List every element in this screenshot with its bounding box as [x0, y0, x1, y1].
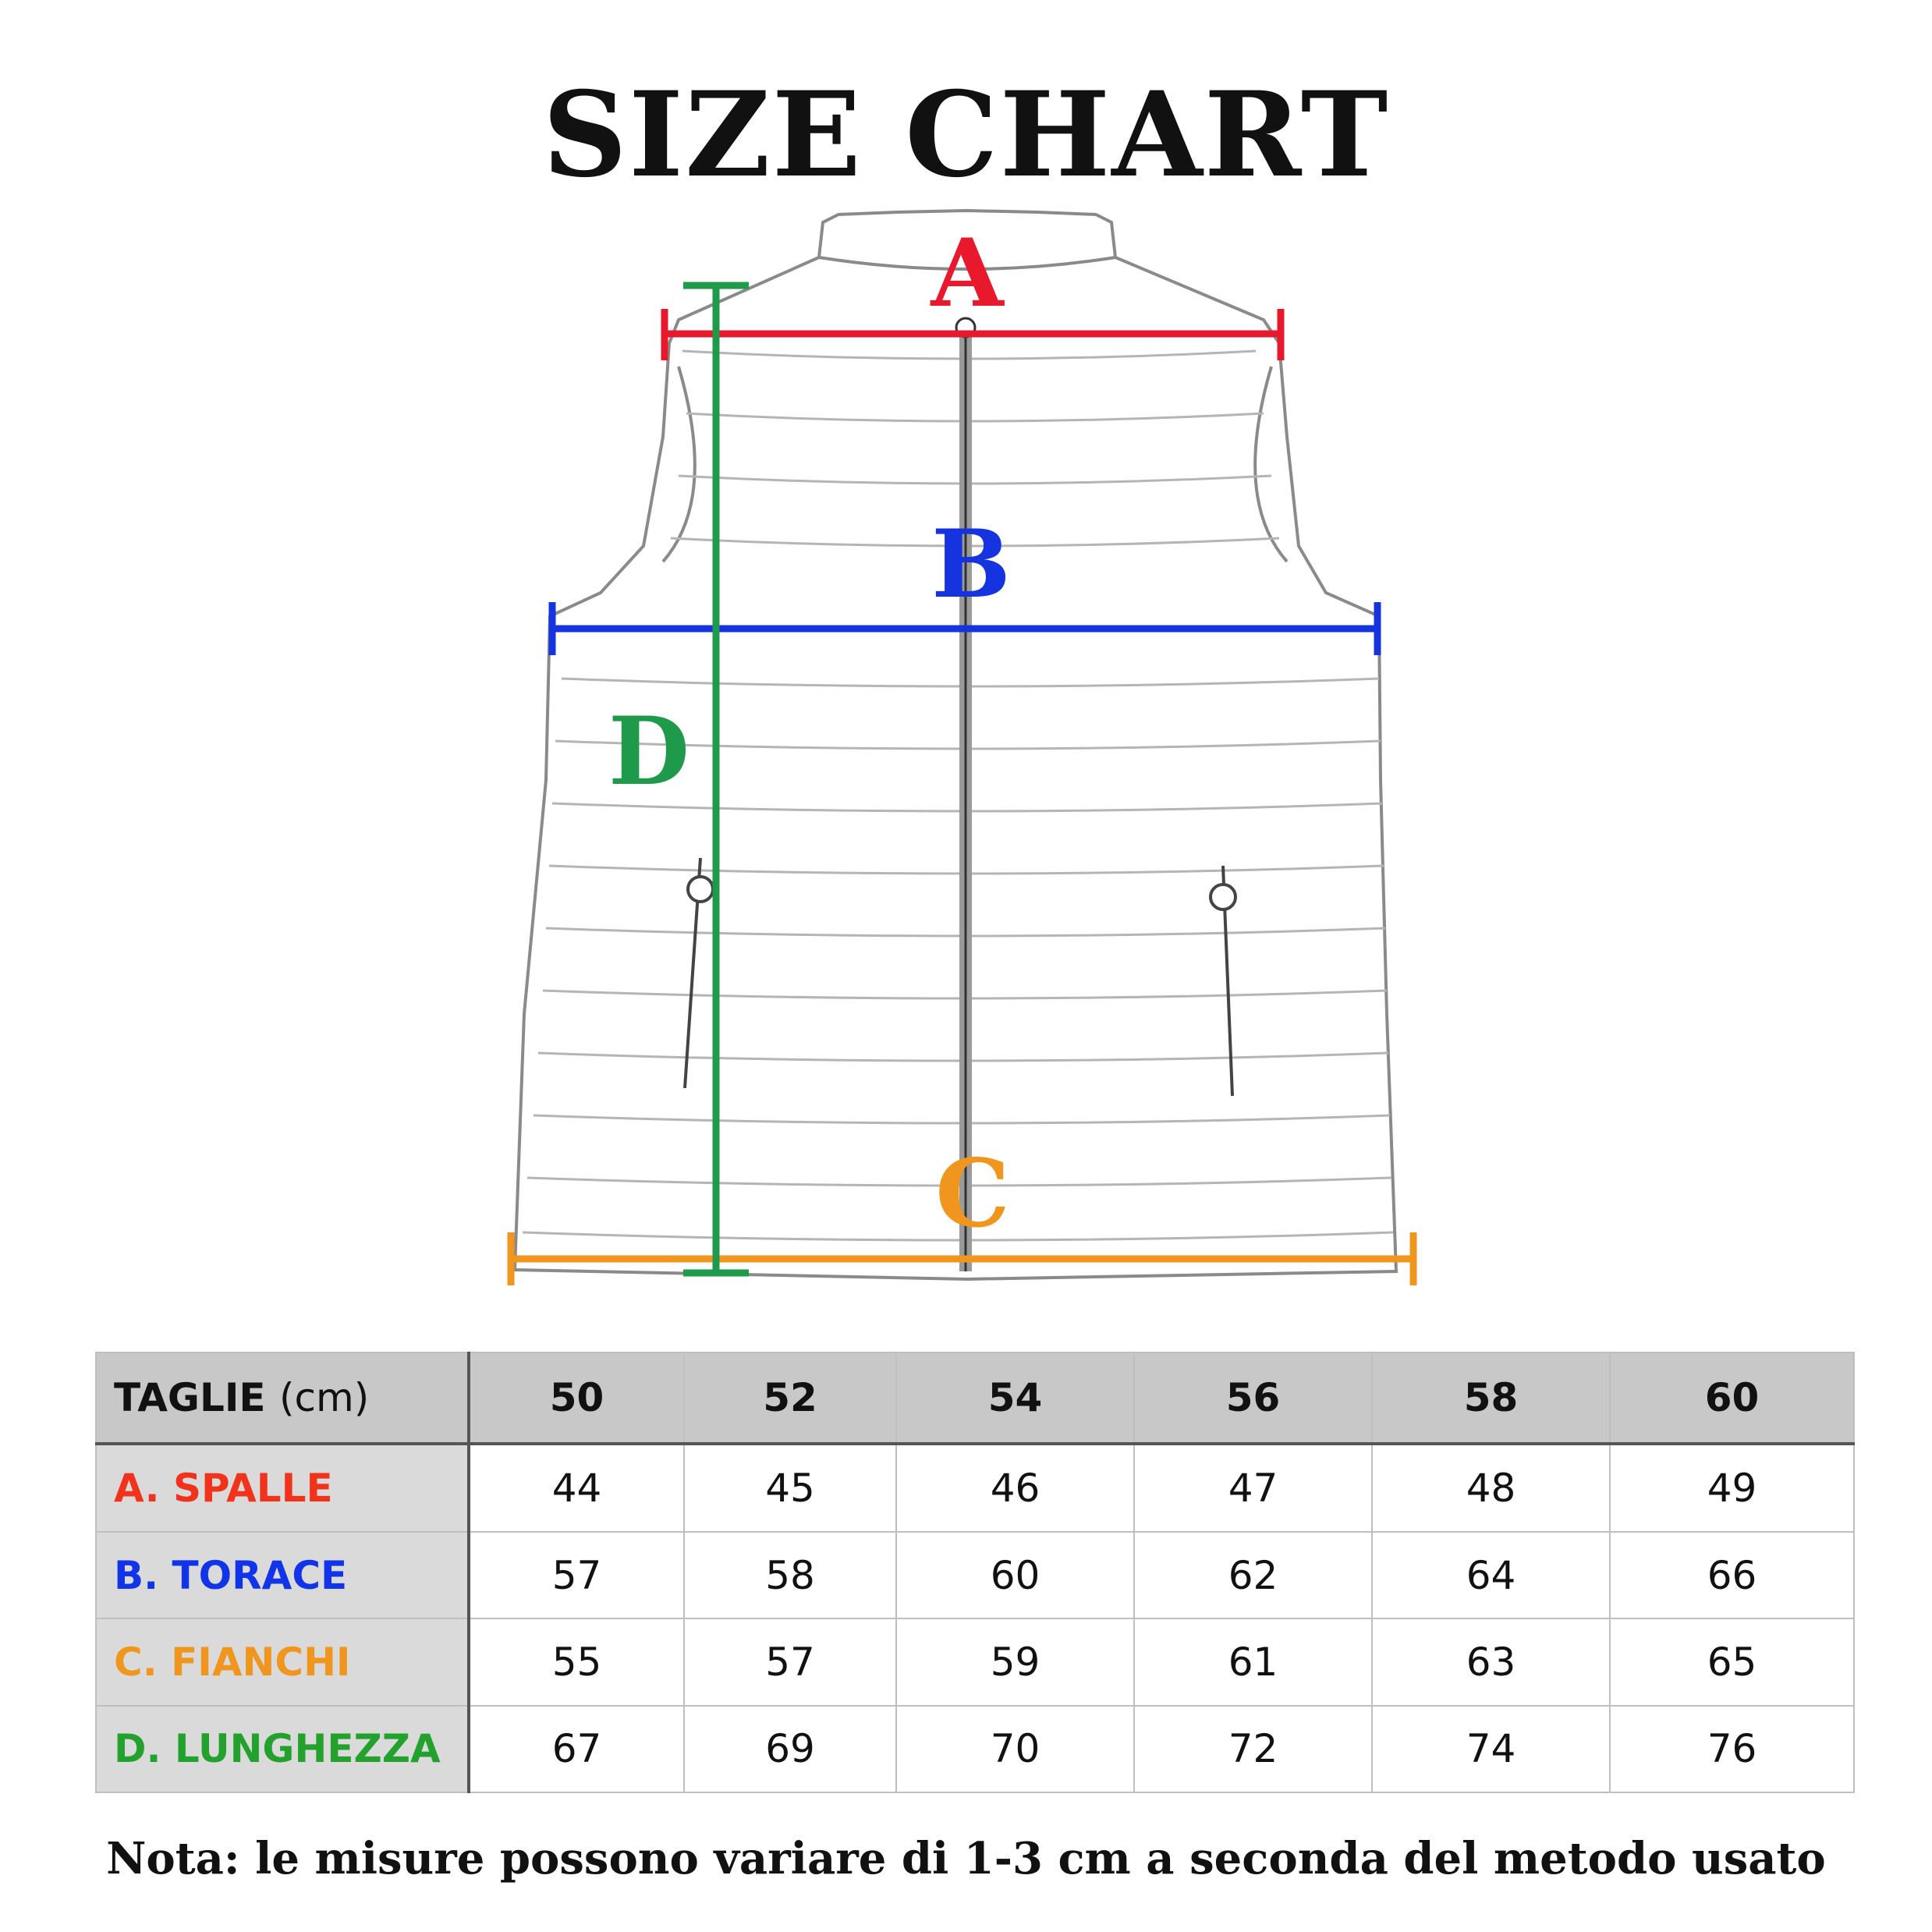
label-d: D	[608, 697, 689, 806]
table-cell: 60	[895, 1531, 1135, 1620]
header-taglie-label: TAGLIE	[114, 1375, 266, 1420]
header-size: 58	[1371, 1352, 1611, 1445]
row-label-lunghezza: D. LUNGHEZZA	[95, 1704, 470, 1794]
table-cell: 44	[468, 1442, 685, 1533]
table-cell: 57	[683, 1618, 897, 1707]
measure-line-a	[661, 309, 1285, 360]
row-label-spalle: A. SPALLE	[95, 1442, 470, 1533]
table-cell: 67	[468, 1704, 685, 1794]
table-cell: 46	[895, 1442, 1135, 1533]
table-cell: 63	[1371, 1618, 1611, 1707]
table-cell: 72	[1133, 1704, 1373, 1794]
table-cell: 58	[683, 1531, 897, 1620]
header-taglie: TAGLIE (cm)	[95, 1352, 470, 1445]
table-cell: 74	[1371, 1704, 1611, 1794]
table-cell: 61	[1133, 1618, 1373, 1707]
label-c: C	[935, 1139, 1010, 1249]
vest-sketch	[512, 208, 1398, 1282]
table-cell: 69	[683, 1704, 897, 1794]
header-unit: (cm)	[279, 1375, 370, 1420]
table-cell: 66	[1609, 1531, 1855, 1620]
size-table-header-row: TAGLIE (cm) 50 52 54 56 58 60	[95, 1352, 1855, 1445]
table-row: A. SPALLE 44 45 46 47 48 49	[95, 1442, 1855, 1533]
table-cell: 49	[1609, 1442, 1855, 1533]
measure-line-c	[507, 1232, 1417, 1285]
table-cell: 59	[895, 1618, 1135, 1707]
table-cell: 64	[1371, 1531, 1611, 1620]
table-row: D. LUNGHEZZA 67 69 70 72 74 76	[95, 1704, 1855, 1794]
table-cell: 70	[895, 1704, 1135, 1794]
row-label-torace: B. TORACE	[95, 1531, 470, 1620]
table-cell: 45	[683, 1442, 897, 1533]
table-row: C. FIANCHI 55 57 59 61 63 65	[95, 1618, 1855, 1707]
table-cell: 48	[1371, 1442, 1611, 1533]
row-label-fianchi: C. FIANCHI	[95, 1618, 470, 1707]
header-size: 56	[1133, 1352, 1373, 1445]
right-pocket-zipper	[1209, 865, 1237, 1097]
center-zipper	[955, 317, 977, 1271]
label-b: B	[931, 509, 1010, 619]
table-cell: 65	[1609, 1618, 1855, 1707]
page-title: SIZE CHART	[542, 66, 1390, 204]
header-size: 52	[683, 1352, 897, 1445]
vest-measurement-diagram: A B C D	[507, 208, 1417, 1285]
header-size: 60	[1609, 1352, 1855, 1445]
size-table: TAGLIE (cm) 50 52 54 56 58 60 A. SPALLE …	[95, 1352, 1855, 1794]
measure-line-d	[683, 282, 749, 1277]
header-size: 50	[468, 1352, 685, 1445]
label-a: A	[930, 218, 1005, 328]
table-cell: 76	[1609, 1704, 1855, 1794]
left-pocket-zipper	[683, 857, 714, 1089]
footnote: Nota: le misure possono variare di 1-3 c…	[106, 1833, 1826, 1884]
table-row: B. TORACE 57 58 60 62 64 66	[95, 1531, 1855, 1620]
measure-line-b	[548, 602, 1381, 655]
table-cell: 55	[468, 1618, 685, 1707]
table-cell: 62	[1133, 1531, 1373, 1620]
table-cell: 57	[468, 1531, 685, 1620]
table-cell: 47	[1133, 1442, 1373, 1533]
header-size: 54	[895, 1352, 1135, 1445]
